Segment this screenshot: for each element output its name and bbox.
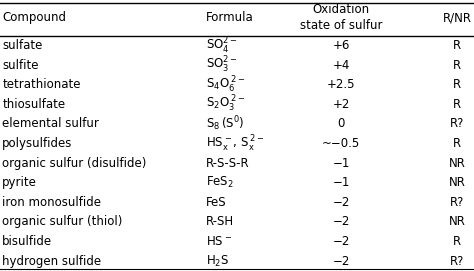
Text: $\mathrm{SO_4^{2-}}$: $\mathrm{SO_4^{2-}}$ [206,36,238,56]
Text: R: R [453,235,462,248]
Text: $\mathrm{FeS_2}$: $\mathrm{FeS_2}$ [206,175,234,190]
Text: R?: R? [450,118,465,130]
Text: +2: +2 [333,98,350,111]
Text: R: R [453,59,462,72]
Text: Formula: Formula [206,11,254,24]
Text: R-SH: R-SH [206,215,234,228]
Text: $\mathrm{S_2O_3^{\;2-}}$: $\mathrm{S_2O_3^{\;2-}}$ [206,94,246,114]
Text: elemental sulfur: elemental sulfur [2,118,99,130]
Text: $\mathrm{S_4O_6^{\;2-}}$: $\mathrm{S_4O_6^{\;2-}}$ [206,75,246,95]
Text: R: R [453,137,462,150]
Text: NR: NR [449,157,466,170]
Text: R: R [453,98,462,111]
Text: hydrogen sulfide: hydrogen sulfide [2,255,101,268]
Text: organic sulfur (disulfide): organic sulfur (disulfide) [2,157,147,170]
Text: polysulfides: polysulfides [2,137,73,150]
Text: +6: +6 [333,39,350,52]
Text: pyrite: pyrite [2,176,37,189]
Text: R: R [453,39,462,52]
Text: organic sulfur (thiol): organic sulfur (thiol) [2,215,123,228]
Text: R?: R? [450,255,465,268]
Text: −2: −2 [333,235,350,248]
Text: +2.5: +2.5 [327,78,356,91]
Text: bisulfide: bisulfide [2,235,53,248]
Text: 0: 0 [337,118,345,130]
Text: $\mathrm{H_2S}$: $\mathrm{H_2S}$ [206,254,229,269]
Text: NR: NR [449,215,466,228]
Text: −1: −1 [333,176,350,189]
Text: $\mathrm{HS_x^-,\,S_x^{\,2-}}$: $\mathrm{HS_x^-,\,S_x^{\,2-}}$ [206,134,265,154]
Text: sulfite: sulfite [2,59,39,72]
Text: NR: NR [449,176,466,189]
Text: $\mathrm{HS^-}$: $\mathrm{HS^-}$ [206,235,232,248]
Text: R-S-S-R: R-S-S-R [206,157,250,170]
Text: $\mathrm{S_8\,(S^0)}$: $\mathrm{S_8\,(S^0)}$ [206,115,245,133]
Text: iron monosulfide: iron monosulfide [2,196,101,209]
Text: −2: −2 [333,215,350,228]
Text: Oxidation
state of sulfur: Oxidation state of sulfur [300,3,383,33]
Text: thiosulfate: thiosulfate [2,98,65,111]
Text: $\mathrm{SO_3^{2-}}$: $\mathrm{SO_3^{2-}}$ [206,55,238,75]
Text: +4: +4 [333,59,350,72]
Text: Compound: Compound [2,11,66,24]
Text: −2: −2 [333,255,350,268]
Text: ~−0.5: ~−0.5 [322,137,360,150]
Text: FeS: FeS [206,196,227,209]
Text: R: R [453,78,462,91]
Text: R?: R? [450,196,465,209]
Text: tetrathionate: tetrathionate [2,78,81,91]
Text: R/NR: R/NR [443,11,472,24]
Text: −1: −1 [333,157,350,170]
Text: sulfate: sulfate [2,39,43,52]
Text: −2: −2 [333,196,350,209]
